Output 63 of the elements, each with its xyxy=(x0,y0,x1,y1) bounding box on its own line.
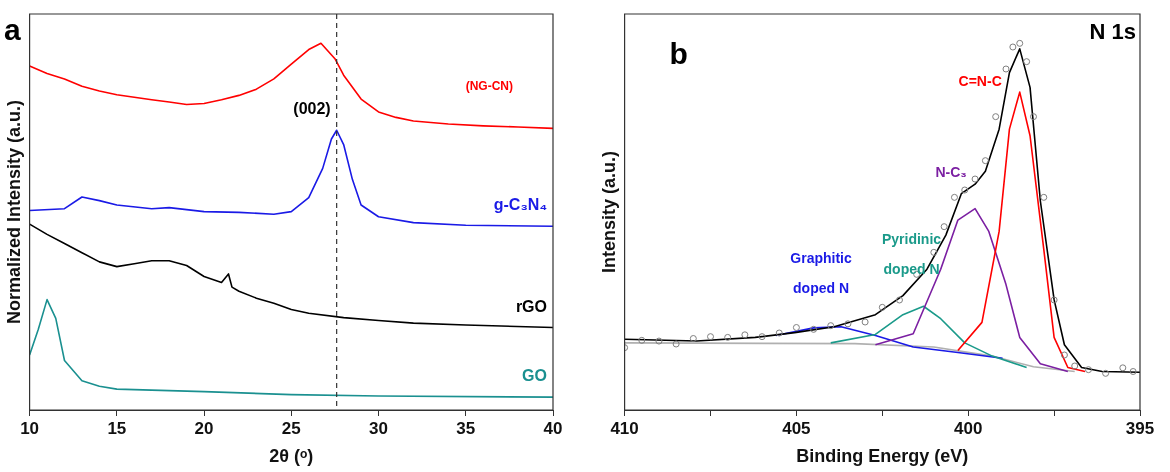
x-tick-label: 20 xyxy=(194,418,214,438)
point xyxy=(1029,113,1037,121)
x-tick-label: 40 xyxy=(543,418,563,438)
point xyxy=(895,296,903,304)
x-axis-title: 2θ (ᵒ) xyxy=(269,446,314,467)
point xyxy=(741,331,749,339)
text: N-C₃ xyxy=(935,163,967,180)
x-tick-label: 395 xyxy=(1125,418,1155,438)
point xyxy=(992,113,1000,121)
chart-title: b xyxy=(669,37,688,70)
series-label: g-C₃N₄ xyxy=(493,196,547,214)
point xyxy=(1071,362,1079,370)
point xyxy=(1050,296,1058,304)
point xyxy=(1040,193,1048,201)
x-tick-label: 410 xyxy=(610,418,639,438)
point xyxy=(961,186,969,194)
text: Pyridinic doped N xyxy=(881,231,942,278)
series-label: rGO xyxy=(515,297,547,315)
point xyxy=(672,340,680,348)
point xyxy=(689,335,697,342)
point xyxy=(1102,369,1110,377)
y-axis-title: Intensity (a.u.) xyxy=(598,150,619,274)
text: (NG-CN) xyxy=(465,79,513,94)
annotation: (002) xyxy=(293,100,331,118)
point xyxy=(1023,58,1031,66)
point xyxy=(1060,351,1068,359)
point xyxy=(950,193,958,201)
point xyxy=(930,248,938,256)
point xyxy=(940,223,948,231)
point xyxy=(1009,43,1017,51)
point xyxy=(971,175,979,183)
series-label: GO xyxy=(522,367,547,385)
point xyxy=(981,157,989,165)
point xyxy=(758,333,766,341)
x-axis-title: Binding Energy (eV) xyxy=(796,446,969,467)
point xyxy=(1084,366,1092,374)
x-tick-label: 25 xyxy=(281,418,301,438)
point xyxy=(638,336,646,344)
point xyxy=(707,333,714,341)
point xyxy=(827,322,835,330)
point xyxy=(655,337,663,345)
point xyxy=(1119,364,1127,372)
chart-title: a xyxy=(4,13,21,46)
point xyxy=(844,320,852,328)
x-tick-label: 10 xyxy=(20,418,40,438)
point xyxy=(878,303,886,311)
point xyxy=(810,325,818,333)
point xyxy=(724,333,732,341)
point xyxy=(1002,65,1010,73)
point xyxy=(775,329,783,337)
point xyxy=(861,318,869,326)
y-axis-title: Normalized Intensity (a.u.) xyxy=(3,99,24,325)
point xyxy=(1016,39,1024,47)
point xyxy=(1129,368,1137,375)
annotation: N 1s xyxy=(1089,19,1136,45)
x-tick-label: 15 xyxy=(107,418,127,438)
point xyxy=(792,324,800,331)
x-tick-label: 30 xyxy=(369,418,388,438)
x-tick-label: 400 xyxy=(954,418,983,438)
text: Graphitic doped N xyxy=(790,249,852,296)
series-label: C=N-C xyxy=(958,73,1002,90)
x-tick-label: 405 xyxy=(782,418,811,438)
x-tick-label: 35 xyxy=(456,418,476,438)
